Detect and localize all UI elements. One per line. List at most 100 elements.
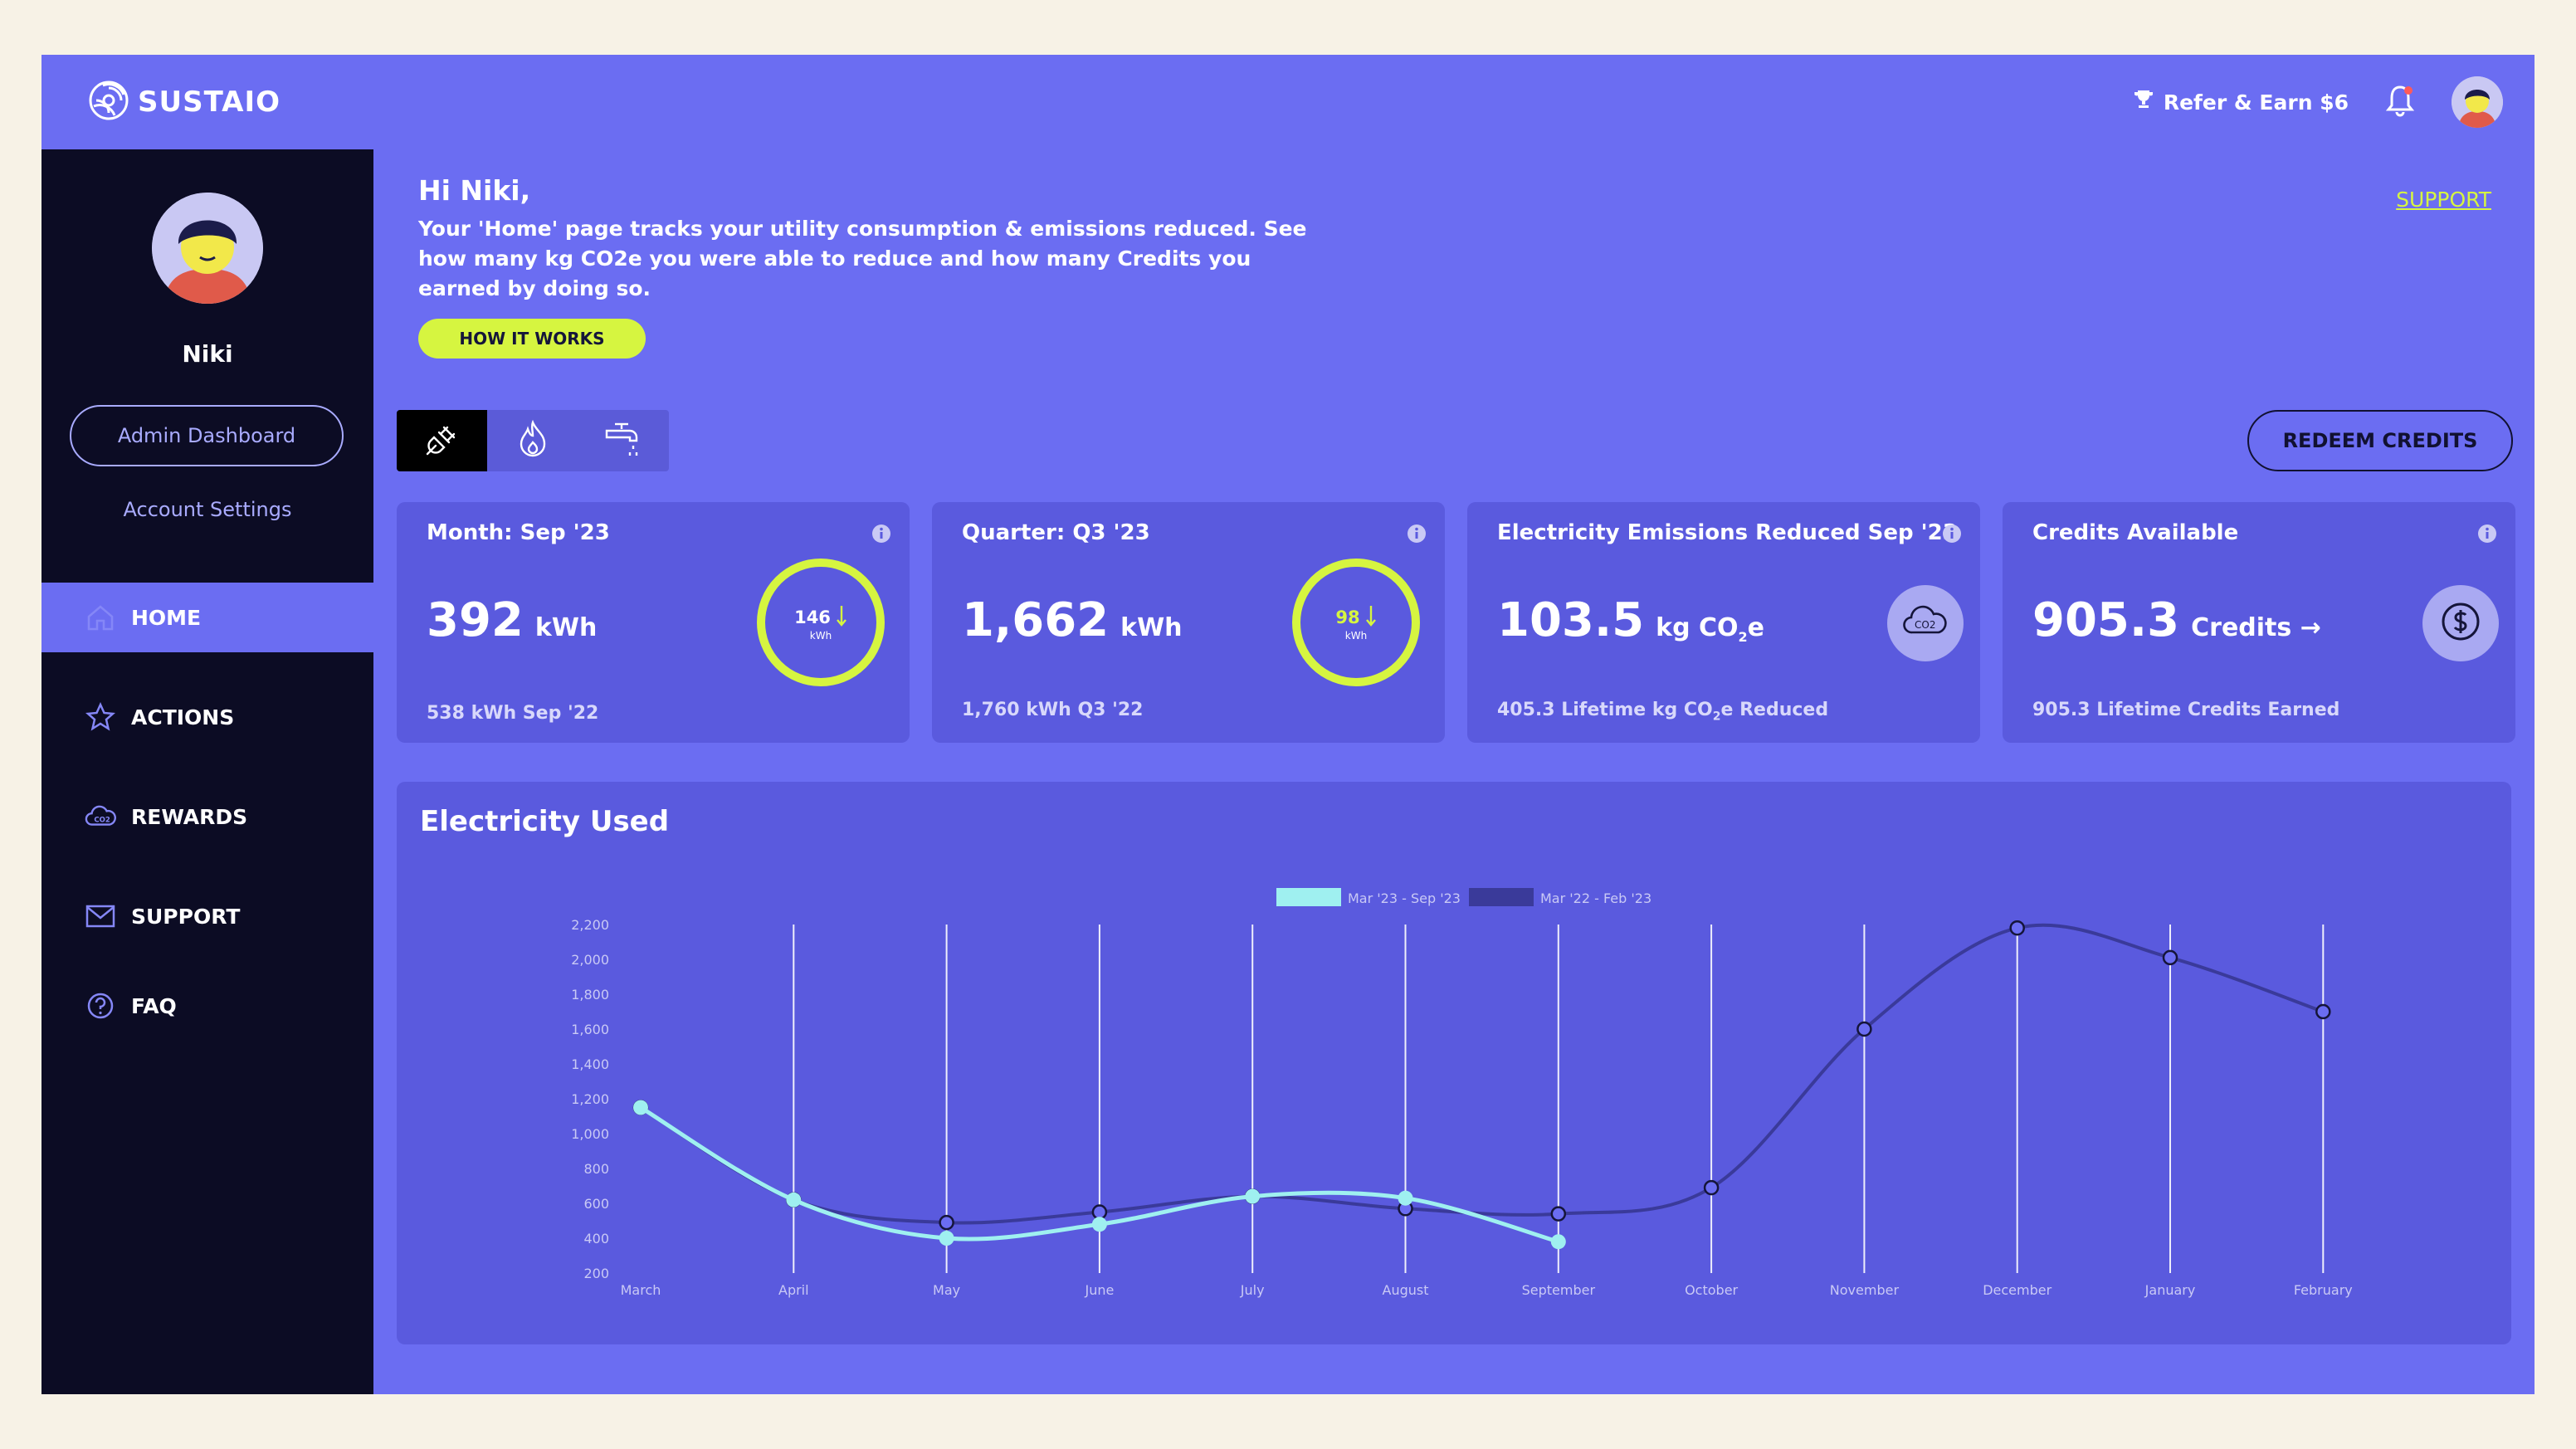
sidebar-item-actions[interactable]: ACTIONS bbox=[41, 682, 373, 752]
info-icon[interactable] bbox=[2477, 524, 2497, 544]
reduction-ring: 146 kWh bbox=[757, 559, 885, 686]
x-tick-label: December bbox=[1983, 1282, 2052, 1298]
card-value-group: 1,662 kWh bbox=[962, 593, 1183, 647]
chart-title: Electricity Used bbox=[420, 805, 670, 838]
x-tick-label: March bbox=[621, 1282, 661, 1298]
electricity-chart-card: Electricity Used 2,200 2,000 1,800 1,600 1,4… bbox=[397, 782, 2511, 1344]
x-tick-label: April bbox=[778, 1282, 809, 1298]
sidebar-item-faq[interactable]: FAQ bbox=[41, 971, 373, 1041]
legend-swatch bbox=[1469, 888, 1534, 906]
ring-value: 98 bbox=[1335, 607, 1360, 627]
refer-label: Refer & Earn $6 bbox=[2163, 90, 2349, 115]
header-avatar[interactable] bbox=[2452, 76, 2503, 128]
logo-swirl-icon bbox=[86, 78, 131, 126]
sidebar-item-label: FAQ bbox=[131, 993, 177, 1018]
y-tick-label: 1,400 bbox=[571, 1056, 609, 1072]
app-window: SUSTAIO Refer & Earn $6 Niki Admin Dashb… bbox=[41, 55, 2535, 1394]
refer-earn-link[interactable]: Refer & Earn $6 bbox=[2132, 88, 2349, 116]
card-value: 905.3 bbox=[2032, 593, 2180, 647]
card-comparison: 1,760 kWh Q3 '22 bbox=[962, 700, 1144, 720]
co2-cloud-icon: CO2 bbox=[85, 801, 116, 832]
card-value-group: 905.3 Credits → bbox=[2032, 593, 2321, 647]
co2-badge: CO2 bbox=[1887, 585, 1964, 661]
x-tick-label: September bbox=[1522, 1282, 1596, 1298]
legend-label: Mar '22 - Feb '23 bbox=[1540, 890, 1651, 906]
greeting: Hi Niki, bbox=[418, 174, 531, 207]
y-tick-label: 1,200 bbox=[571, 1091, 609, 1107]
sidebar-item-label: ACTIONS bbox=[131, 705, 235, 729]
emissions-reduced-card: Electricity Emissions Reduced Sep '23 10… bbox=[1467, 502, 1980, 743]
card-value-group: 103.5 kg CO2e bbox=[1497, 593, 1764, 647]
sidebar-item-home[interactable]: HOME bbox=[41, 583, 373, 652]
tab-water[interactable] bbox=[578, 410, 668, 471]
data-point bbox=[633, 1100, 648, 1115]
x-tick-label: October bbox=[1685, 1282, 1738, 1298]
top-header: SUSTAIO Refer & Earn $6 bbox=[41, 55, 2535, 149]
user-name: Niki bbox=[182, 340, 233, 368]
unit-subscript: 2 bbox=[1738, 629, 1748, 645]
profile-avatar[interactable] bbox=[152, 193, 263, 304]
data-point bbox=[1091, 1204, 1108, 1220]
sub-suffix: e Reduced bbox=[1720, 700, 1829, 720]
unit-suffix: e bbox=[1747, 613, 1765, 642]
logo-text: SUSTAIO bbox=[138, 85, 281, 119]
data-point bbox=[1091, 1217, 1107, 1232]
question-icon bbox=[85, 990, 116, 1022]
y-tick-label: 2,200 bbox=[571, 917, 609, 933]
redeem-credits-button[interactable]: REDEEM CREDITS bbox=[2247, 410, 2513, 471]
sidebar-item-rewards[interactable]: CO2 REWARDS bbox=[41, 782, 373, 851]
data-point bbox=[2162, 949, 2178, 966]
data-point bbox=[939, 1214, 954, 1231]
x-tick-label: November bbox=[1830, 1282, 1900, 1298]
data-point bbox=[2315, 1003, 2331, 1020]
co2-cloud-icon: CO2 bbox=[1901, 603, 1949, 644]
star-icon bbox=[85, 701, 116, 733]
y-tick-label: 1,800 bbox=[571, 987, 609, 1003]
info-icon[interactable] bbox=[1407, 524, 1427, 544]
svg-text:CO2: CO2 bbox=[1915, 619, 1935, 631]
data-point bbox=[1856, 1021, 1872, 1037]
series-line bbox=[639, 923, 2324, 1225]
support-link[interactable]: SUPPORT bbox=[2396, 188, 2491, 212]
sidebar-item-support[interactable]: SUPPORT bbox=[41, 881, 373, 951]
x-tick-label: August bbox=[1383, 1282, 1429, 1298]
info-icon[interactable] bbox=[871, 524, 891, 544]
bell-icon[interactable] bbox=[2385, 84, 2415, 120]
card-value: 392 bbox=[427, 593, 524, 647]
tab-electricity[interactable] bbox=[397, 410, 487, 471]
y-tick-label: 2,000 bbox=[571, 952, 609, 968]
x-tick-label: July bbox=[1240, 1282, 1265, 1298]
card-title: Quarter: Q3 '23 bbox=[962, 520, 1150, 545]
tab-gas[interactable] bbox=[487, 410, 578, 471]
main-content: Hi Niki, Your 'Home' page tracks your ut… bbox=[373, 149, 2535, 1394]
data-point bbox=[939, 1231, 954, 1246]
home-icon bbox=[85, 602, 116, 633]
how-it-works-button[interactable]: HOW IT WORKS bbox=[418, 319, 646, 359]
info-icon[interactable] bbox=[1942, 524, 1962, 544]
logo[interactable]: SUSTAIO bbox=[86, 78, 281, 126]
card-unit: kWh bbox=[1120, 613, 1183, 642]
dollar-coin-icon bbox=[2440, 601, 2481, 646]
data-point bbox=[786, 1192, 802, 1208]
sub-main: 405.3 Lifetime kg CO bbox=[1497, 700, 1713, 720]
trophy-icon bbox=[2132, 88, 2155, 116]
sub-subscript: 2 bbox=[1712, 710, 1721, 724]
credits-badge bbox=[2422, 585, 2499, 661]
data-point bbox=[1550, 1234, 1566, 1250]
admin-dashboard-button[interactable]: Admin Dashboard bbox=[70, 405, 344, 466]
sidebar-item-label: REWARDS bbox=[131, 804, 248, 829]
y-tick-label: 1,000 bbox=[571, 1126, 609, 1142]
credits-link[interactable]: Credits → bbox=[2191, 613, 2321, 642]
account-settings-link[interactable]: Account Settings bbox=[123, 498, 292, 521]
month-usage-card: Month: Sep '23 392 kWh 146 kWh 538 kWh S… bbox=[397, 502, 910, 743]
x-tick-label: February bbox=[2294, 1282, 2353, 1298]
card-title: Electricity Emissions Reduced Sep '23 bbox=[1497, 520, 1958, 545]
sidebar-item-label: SUPPORT bbox=[131, 904, 241, 929]
mail-icon bbox=[85, 900, 116, 932]
utility-tabs bbox=[397, 410, 669, 471]
data-point bbox=[1398, 1190, 1413, 1206]
data-point bbox=[1703, 1179, 1720, 1196]
arrow-down-icon bbox=[1365, 604, 1377, 632]
card-value-group: 392 kWh bbox=[427, 593, 597, 647]
intro-text: Your 'Home' page tracks your utility con… bbox=[418, 217, 1307, 300]
